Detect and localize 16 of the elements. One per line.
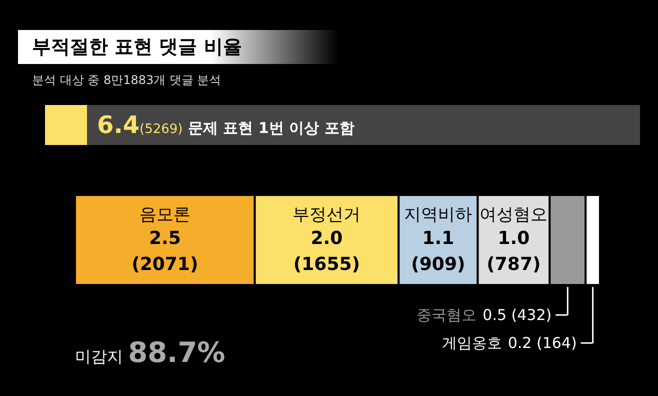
data-label: 1.0 (787)	[486, 228, 541, 275]
data-label: 0.2 (164)	[508, 334, 577, 352]
chart-subtitle: 분석 대상 중 8만1883개 댓글 분석	[32, 72, 222, 89]
data-label: 1.1 (909)	[411, 228, 466, 275]
data-label: 0.5 (432)	[482, 306, 552, 324]
data-label: 2.0 (1655)	[293, 228, 360, 275]
series-label: 여성혐오	[480, 205, 548, 225]
data-label: 2.5 (2071)	[132, 228, 198, 275]
text: 중국혐오	[416, 306, 477, 324]
chart-title: 부적절한 표현 댓글 비율	[18, 30, 338, 64]
series-label: 음모론	[139, 205, 190, 225]
series-label: 부정선거	[292, 205, 361, 225]
text: 6.4(5269) 문제 표현 1번 이상 포함	[97, 110, 354, 141]
text: 미감지 88.7%	[75, 336, 226, 369]
text: 게임옹호	[442, 334, 502, 352]
series-label: 지역비하	[404, 205, 472, 225]
